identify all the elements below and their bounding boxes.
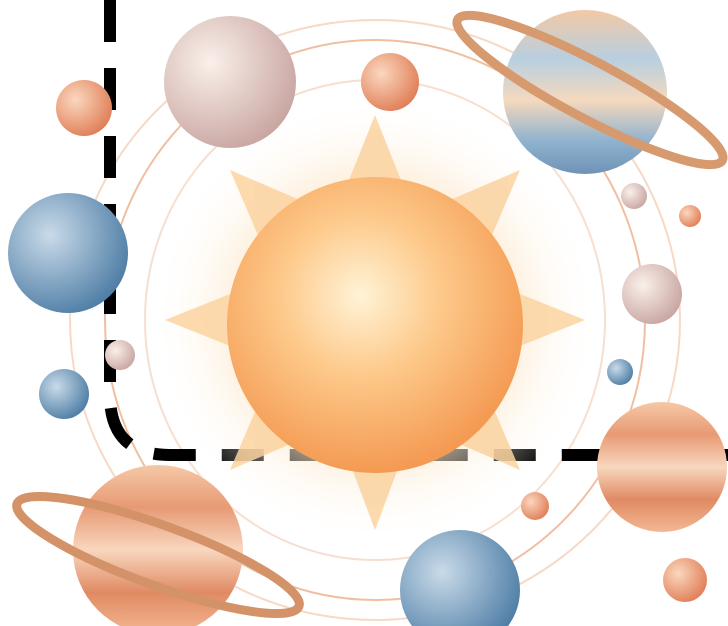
- sun: [227, 177, 523, 473]
- planet: [621, 183, 647, 209]
- planet: [400, 530, 520, 626]
- planet: [105, 340, 135, 370]
- planet: [622, 264, 682, 324]
- planet: [663, 558, 707, 602]
- ringed-planet-blue: [452, 10, 728, 174]
- planet: [361, 53, 419, 111]
- planet: [164, 16, 296, 148]
- planet: [597, 402, 727, 532]
- planet: [56, 80, 112, 136]
- planet: [607, 359, 633, 385]
- planet: [8, 193, 128, 313]
- planet: [521, 492, 549, 520]
- planet: [679, 205, 701, 227]
- orbit: [69, 19, 681, 621]
- ringed-planet-peach: [12, 465, 304, 626]
- planet: [39, 369, 89, 419]
- dashed-frame: [104, 0, 728, 461]
